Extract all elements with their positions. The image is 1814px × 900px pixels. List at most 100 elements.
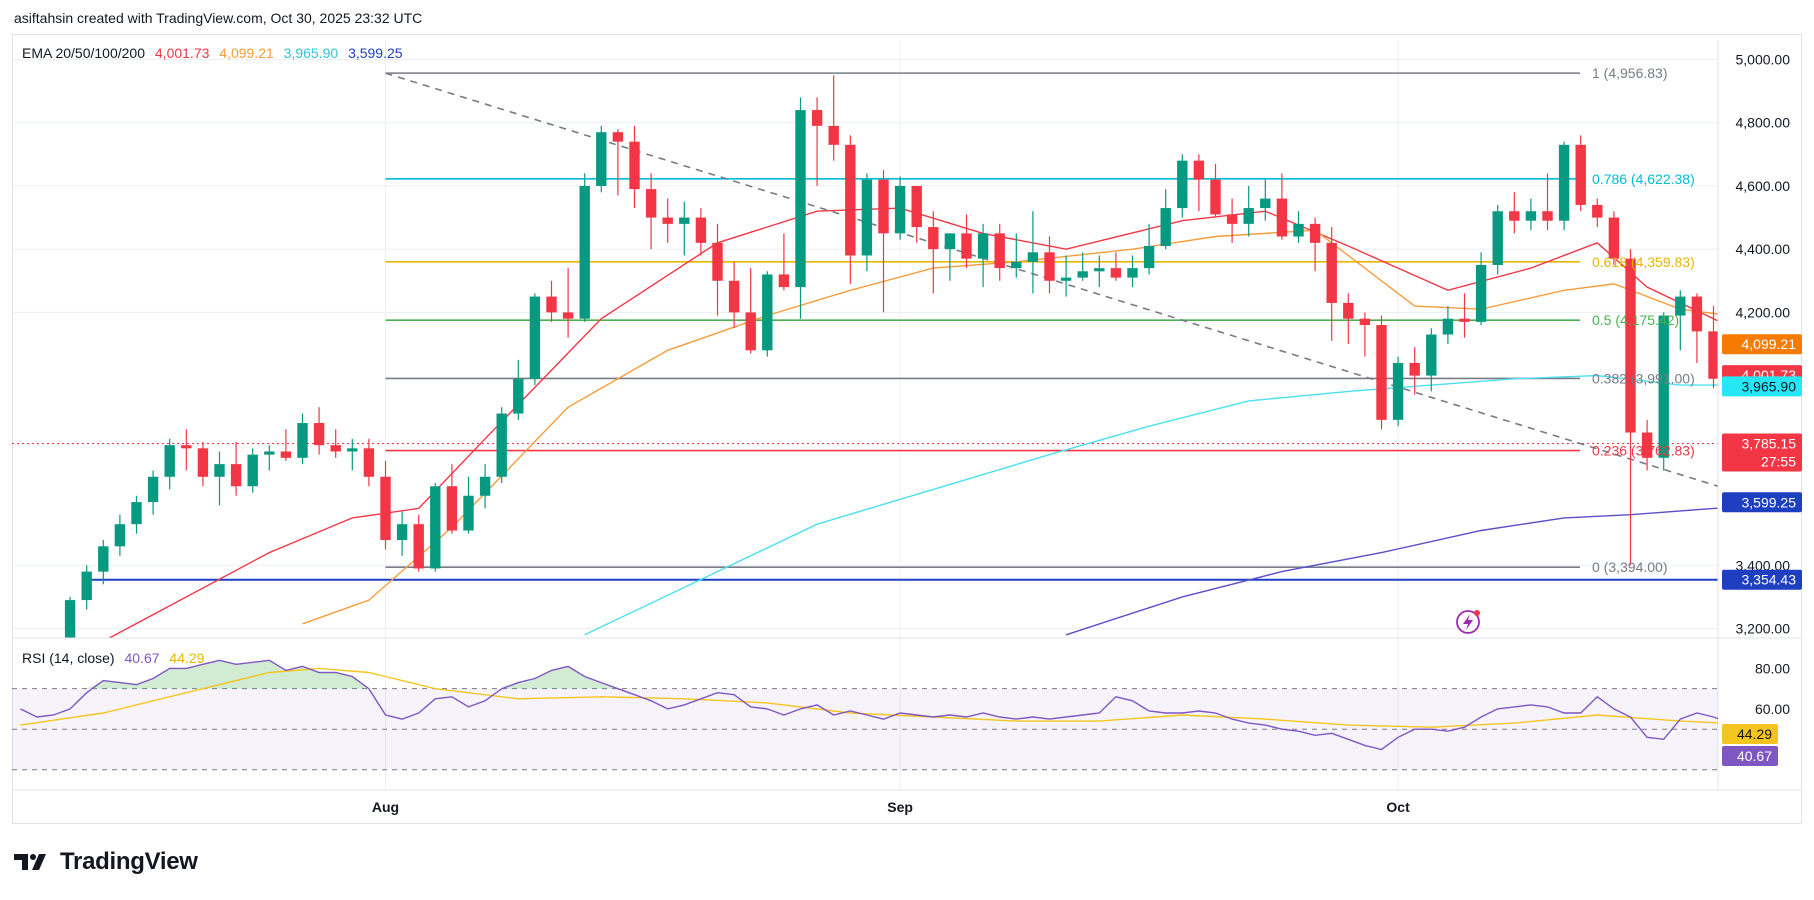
tradingview-wordmark: TradingView <box>60 848 198 875</box>
rsi-ma-badge-text: 44.29 <box>1737 726 1772 742</box>
ema200-value: 3,599.25 <box>348 45 403 61</box>
candle <box>181 429 192 471</box>
candle <box>264 445 275 471</box>
candle-body <box>64 600 76 638</box>
candle-body <box>762 274 773 351</box>
candle-body <box>1326 242 1337 303</box>
flash-icon-bolt <box>1463 614 1473 630</box>
candle-body <box>1110 268 1122 278</box>
fib-level-label: 0.618 (4,359.83) <box>1592 254 1695 270</box>
candle <box>712 223 723 316</box>
candle <box>230 442 242 496</box>
flash-icon-dot <box>1474 610 1480 616</box>
candle-body <box>1177 160 1188 209</box>
candle <box>944 233 956 281</box>
ema100-value: 3,965.90 <box>283 45 339 61</box>
candle <box>562 268 574 338</box>
candle <box>1210 163 1221 218</box>
candle <box>1044 236 1055 294</box>
candle <box>1542 173 1553 231</box>
candle <box>380 460 391 550</box>
candle <box>1027 211 1039 294</box>
candle-body <box>1392 362 1404 420</box>
candle-body <box>1625 258 1636 433</box>
rsi-ma-badge-bg <box>1722 724 1778 744</box>
candle-body <box>977 233 989 259</box>
candle-body <box>1542 211 1553 221</box>
candle-body <box>894 185 906 234</box>
candle-body <box>513 378 524 414</box>
candle <box>596 125 607 193</box>
candle <box>828 75 839 161</box>
chart-container[interactable] <box>12 34 1802 824</box>
ema100-line <box>584 374 1718 636</box>
price-axis-tick-label: 4,600.00 <box>1736 178 1791 194</box>
candle-body <box>1027 252 1039 262</box>
candle-body <box>1708 331 1718 379</box>
candle <box>1160 189 1171 250</box>
fib-level-label: 0.786 (4,622.38) <box>1592 171 1695 187</box>
candle <box>1808 366 1814 423</box>
candle <box>1011 233 1022 278</box>
candle <box>64 596 76 638</box>
candle <box>81 565 92 610</box>
candle <box>1575 135 1586 212</box>
candle <box>679 201 690 256</box>
candle <box>1243 185 1254 237</box>
candle <box>1143 223 1155 275</box>
candle <box>1442 306 1454 344</box>
candle <box>131 495 142 534</box>
candle-body <box>413 524 424 569</box>
fib-level-label: 0 (3,394.00) <box>1592 559 1668 575</box>
candle <box>645 173 657 250</box>
candle-body <box>1243 208 1254 224</box>
price-axis-badge-bg <box>1722 492 1802 513</box>
candle <box>911 185 922 243</box>
candle-body <box>546 296 557 313</box>
candle-body <box>529 296 541 379</box>
candle-body <box>280 451 292 458</box>
candle-body <box>297 423 308 458</box>
candle <box>1309 217 1321 272</box>
ema-legend[interactable]: EMA 20/50/100/200 4,001.73 4,099.21 3,96… <box>22 45 403 61</box>
candle-body <box>961 233 972 259</box>
candle-body <box>1011 261 1022 269</box>
candle-body <box>1442 318 1454 335</box>
candle-body <box>264 451 275 455</box>
candle-body <box>463 495 474 531</box>
candle-body <box>48 679 58 688</box>
candle <box>1193 154 1205 212</box>
rsi-legend[interactable]: RSI (14, close) 40.67 44.29 <box>22 650 204 666</box>
candle <box>529 293 541 386</box>
candle-body <box>81 571 92 601</box>
candle-body <box>1509 211 1520 221</box>
tradingview-branding[interactable]: TradingView <box>14 848 198 876</box>
price-axis-badge: 3,354.43 <box>1722 569 1802 590</box>
candle <box>1459 293 1470 338</box>
candle-body <box>446 486 458 531</box>
price-axis-countdown: 27:55 <box>1761 454 1796 470</box>
candle-body <box>32 670 42 689</box>
price-axis-tick-label: 4,400.00 <box>1736 241 1791 257</box>
price-axis-badge-bg <box>1722 433 1802 472</box>
candle <box>662 198 673 243</box>
candle <box>629 125 640 209</box>
candle-body <box>745 312 756 351</box>
candle-body <box>629 141 640 190</box>
ema50-line <box>302 229 1718 625</box>
rsi-overbought-fill <box>501 666 618 689</box>
price-axis-badge: 3,785.15 27:55 <box>1722 433 1802 472</box>
candle <box>878 170 889 313</box>
candle-body <box>1343 302 1354 319</box>
candle-body <box>1675 296 1686 316</box>
candle <box>1376 315 1387 430</box>
candle-body <box>778 274 790 288</box>
flash-alert-icon[interactable] <box>1456 610 1480 634</box>
candle <box>695 208 707 256</box>
ema50-value: 4,099.21 <box>219 45 274 61</box>
candle <box>1094 255 1105 288</box>
candle-body <box>1475 264 1487 322</box>
candle-body <box>1260 198 1271 209</box>
price-axis-badge: 3,965.90 <box>1722 376 1802 397</box>
